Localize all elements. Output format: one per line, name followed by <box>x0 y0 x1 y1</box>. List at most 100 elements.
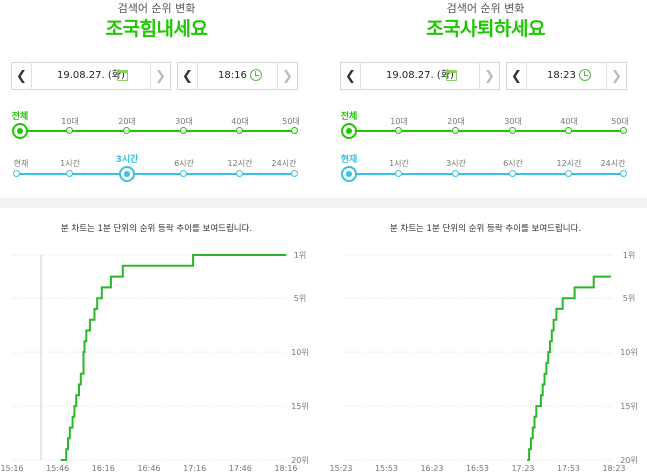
y-tick-label: 10위 <box>620 348 638 357</box>
x-tick-label: 15:16 <box>0 464 23 473</box>
age-selected-handle[interactable] <box>341 123 357 139</box>
age-option[interactable]: 30대 <box>504 117 522 126</box>
panel-subtitle: 검색어 순위 변화 <box>446 2 525 15</box>
clock-icon[interactable] <box>579 69 591 81</box>
section-divider <box>0 198 647 208</box>
period-dot[interactable] <box>13 170 20 177</box>
y-tick-label: 10위 <box>291 348 309 357</box>
period-track <box>16 173 296 175</box>
age-option-all[interactable]: 전체 <box>340 112 358 122</box>
period-dot[interactable] <box>180 170 187 177</box>
x-tick-label: 18:23 <box>602 464 625 473</box>
period-dot[interactable] <box>509 170 516 177</box>
age-option[interactable]: 10대 <box>61 117 79 126</box>
period-dot[interactable] <box>565 170 572 177</box>
period-dot[interactable] <box>452 170 459 177</box>
age-track <box>349 130 625 132</box>
period-dot[interactable] <box>66 170 73 177</box>
period-dot[interactable] <box>620 170 627 177</box>
period-option-selected[interactable]: 3시간 <box>115 155 139 165</box>
prev-time-button[interactable]: ❮ <box>178 63 198 89</box>
x-tick-label: 16:16 <box>92 464 115 473</box>
age-dot[interactable] <box>123 127 130 134</box>
x-tick-label: 17:16 <box>183 464 206 473</box>
date-text[interactable]: 19.08.27. (화) <box>386 70 454 81</box>
chart-caption: 분 차트는 1분 단위의 순위 등락 추이를 보여드립니다. <box>60 224 253 234</box>
age-dot[interactable] <box>66 127 73 134</box>
period-option[interactable]: 현재 <box>13 159 29 168</box>
age-dot[interactable] <box>180 127 187 134</box>
period-selected-handle[interactable] <box>341 166 357 182</box>
period-option[interactable]: 6시간 <box>174 159 194 168</box>
prev-time-button[interactable]: ❮ <box>507 63 527 89</box>
age-dot[interactable] <box>291 127 298 134</box>
prev-date-button[interactable]: ❮ <box>12 63 32 89</box>
y-tick-label: 20위 <box>620 456 638 465</box>
period-dot[interactable] <box>395 170 402 177</box>
keyword-title: 조국사퇴하세요 <box>426 18 545 40</box>
age-option[interactable]: 10대 <box>390 117 408 126</box>
period-option[interactable]: 6시간 <box>503 159 523 168</box>
y-tick-label: 1위 <box>294 251 306 260</box>
calendar-icon[interactable] <box>446 70 457 81</box>
next-date-button[interactable]: ❯ <box>479 63 499 89</box>
period-option[interactable]: 1시간 <box>389 159 409 168</box>
age-option[interactable]: 30대 <box>175 117 193 126</box>
age-option[interactable]: 40대 <box>231 117 249 126</box>
y-tick-label: 1위 <box>623 251 635 260</box>
panel-subtitle: 검색어 순위 변화 <box>117 2 196 15</box>
period-option[interactable]: 12시간 <box>556 159 582 168</box>
next-time-button[interactable]: ❯ <box>606 63 626 89</box>
period-option-selected[interactable]: 현재 <box>340 155 358 165</box>
age-dot[interactable] <box>236 127 243 134</box>
age-option[interactable]: 20대 <box>447 117 465 126</box>
calendar-icon[interactable] <box>117 70 128 81</box>
age-dot[interactable] <box>620 127 627 134</box>
age-dot[interactable] <box>509 127 516 134</box>
x-tick-label: 16:53 <box>466 464 489 473</box>
period-option[interactable]: 1시간 <box>60 159 80 168</box>
age-option[interactable]: 50대 <box>282 117 300 126</box>
period-dot[interactable] <box>291 170 298 177</box>
keyword-title: 조국힘내세요 <box>105 18 208 40</box>
next-time-button[interactable]: ❯ <box>277 63 297 89</box>
age-selected-handle[interactable] <box>12 123 28 139</box>
date-text[interactable]: 19.08.27. (화) <box>57 70 125 81</box>
x-tick-label: 16:46 <box>137 464 160 473</box>
period-option[interactable]: 3시간 <box>446 159 466 168</box>
period-option[interactable]: 12시간 <box>227 159 253 168</box>
age-option[interactable]: 40대 <box>560 117 578 126</box>
age-dot[interactable] <box>565 127 572 134</box>
y-tick-label: 15위 <box>620 402 638 411</box>
x-tick-label: 16:23 <box>420 464 443 473</box>
x-tick-label: 17:23 <box>511 464 534 473</box>
x-tick-label: 17:46 <box>229 464 252 473</box>
time-text[interactable]: 18:16 <box>218 70 247 81</box>
clock-icon[interactable] <box>250 69 262 81</box>
next-date-button[interactable]: ❯ <box>150 63 170 89</box>
rank-line <box>527 275 611 461</box>
x-tick-label: 18:16 <box>274 464 297 473</box>
age-option[interactable]: 50대 <box>611 117 629 126</box>
rank-line <box>60 254 287 461</box>
period-option[interactable]: 24시간 <box>600 159 626 168</box>
time-text[interactable]: 18:23 <box>547 70 576 81</box>
date-selector: ❮ 19.08.27. (화) ❯ <box>11 62 171 90</box>
prev-date-button[interactable]: ❮ <box>341 63 361 89</box>
left-panel: 검색어 순위 변화 조국힘내세요 ❮ 19.08.27. (화) ❯ ❮ 18:… <box>0 0 313 475</box>
period-dot[interactable] <box>236 170 243 177</box>
x-tick-label: 17:53 <box>557 464 580 473</box>
age-track <box>20 130 296 132</box>
y-tick-label: 20위 <box>291 456 309 465</box>
chart-caption: 분 차트는 1분 단위의 순위 등락 추이를 보여드립니다. <box>389 224 582 234</box>
age-option[interactable]: 20대 <box>118 117 136 126</box>
age-dot[interactable] <box>452 127 459 134</box>
period-option[interactable]: 24시간 <box>271 159 297 168</box>
period-selected-handle[interactable] <box>119 166 135 182</box>
y-tick-label: 15위 <box>291 402 309 411</box>
period-track <box>349 173 625 175</box>
x-tick-label: 15:23 <box>329 464 352 473</box>
age-dot[interactable] <box>395 127 402 134</box>
age-option-all[interactable]: 전체 <box>11 112 29 122</box>
